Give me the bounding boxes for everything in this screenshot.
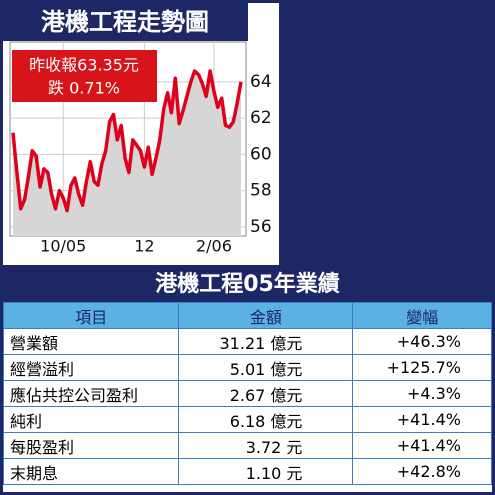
table-row: 純利 6.18 億元 +41.4%: [2, 406, 492, 433]
table-cell: 末期息: [2, 458, 180, 485]
table-cell: +125.7%: [352, 354, 492, 381]
table-title: 港機工程05年業績: [3, 268, 492, 302]
annotation-box: [12, 50, 157, 102]
table-cell: +4.3%: [352, 380, 492, 407]
header-row: 項目 金額 變幅: [2, 302, 492, 329]
table-cell: 3.72 元: [178, 432, 354, 459]
table-cell: 5.01 億元: [178, 354, 354, 381]
chart: 港機工程走勢圖 昨收報63.35元 跌 0.71% 56 58 60 62 64 10/0…: [3, 3, 279, 265]
title-bar: [3, 3, 248, 41]
table-row: 應佔共控公司盈利 2.67 億元 +4.3%: [2, 380, 492, 407]
table-row: 末期息 1.10 元 +42.8%: [2, 458, 492, 485]
table-row: 每股盈利 3.72 元 +41.4%: [2, 432, 492, 459]
table-row: 經營溢利 5.01 億元 +125.7%: [2, 354, 492, 381]
header-cell: 變幅: [352, 302, 492, 329]
x-tick-label: 12: [134, 237, 154, 256]
table-cell: 經營溢利: [2, 354, 180, 381]
y-tick-label: 64: [250, 72, 272, 92]
y-tick-label: 62: [250, 108, 272, 128]
y-tick-label: 60: [250, 144, 272, 164]
y-tick-label: 58: [250, 181, 272, 201]
table-cell: 31.21 億元: [178, 328, 354, 355]
table-cell: 1.10 元: [178, 458, 354, 485]
chart-title: 港機工程走勢圖: [41, 8, 209, 36]
table-cell: +41.4%: [352, 432, 492, 459]
table-cell: +46.3%: [352, 328, 492, 355]
table-row: 營業額 31.21 億元 +46.3%: [2, 328, 492, 355]
x-tick-label: 10/05: [40, 237, 86, 256]
table-cell: 應佔共控公司盈利: [2, 380, 180, 407]
annotation: 跌 0.71%: [48, 79, 120, 98]
table-cell: 6.18 億元: [178, 406, 354, 433]
header-cell: 項目: [2, 302, 180, 329]
table-cell: +41.4%: [352, 406, 492, 433]
table-cell: 2.67 億元: [178, 380, 354, 407]
table-cell: 營業額: [2, 328, 180, 355]
y-tick-label: 56: [250, 217, 272, 237]
results-table: 港機工程05年業績 項目 金額 變幅 營業額 31.21 億元 +46.3% 經營溢利…: [2, 268, 492, 492]
annotation: 昨收報63.35元: [29, 56, 139, 75]
header-cell: 金額: [178, 302, 354, 329]
table: 項目 金額 變幅 營業額 31.21 億元 +46.3% 經營溢利 5.01 億元 +12…: [2, 302, 492, 485]
table-cell: +42.8%: [352, 458, 492, 485]
table-cell: 每股盈利: [2, 432, 180, 459]
line: [11, 69, 243, 213]
x-tick-label: 2/06: [196, 237, 232, 256]
table-cell: 純利: [2, 406, 180, 433]
